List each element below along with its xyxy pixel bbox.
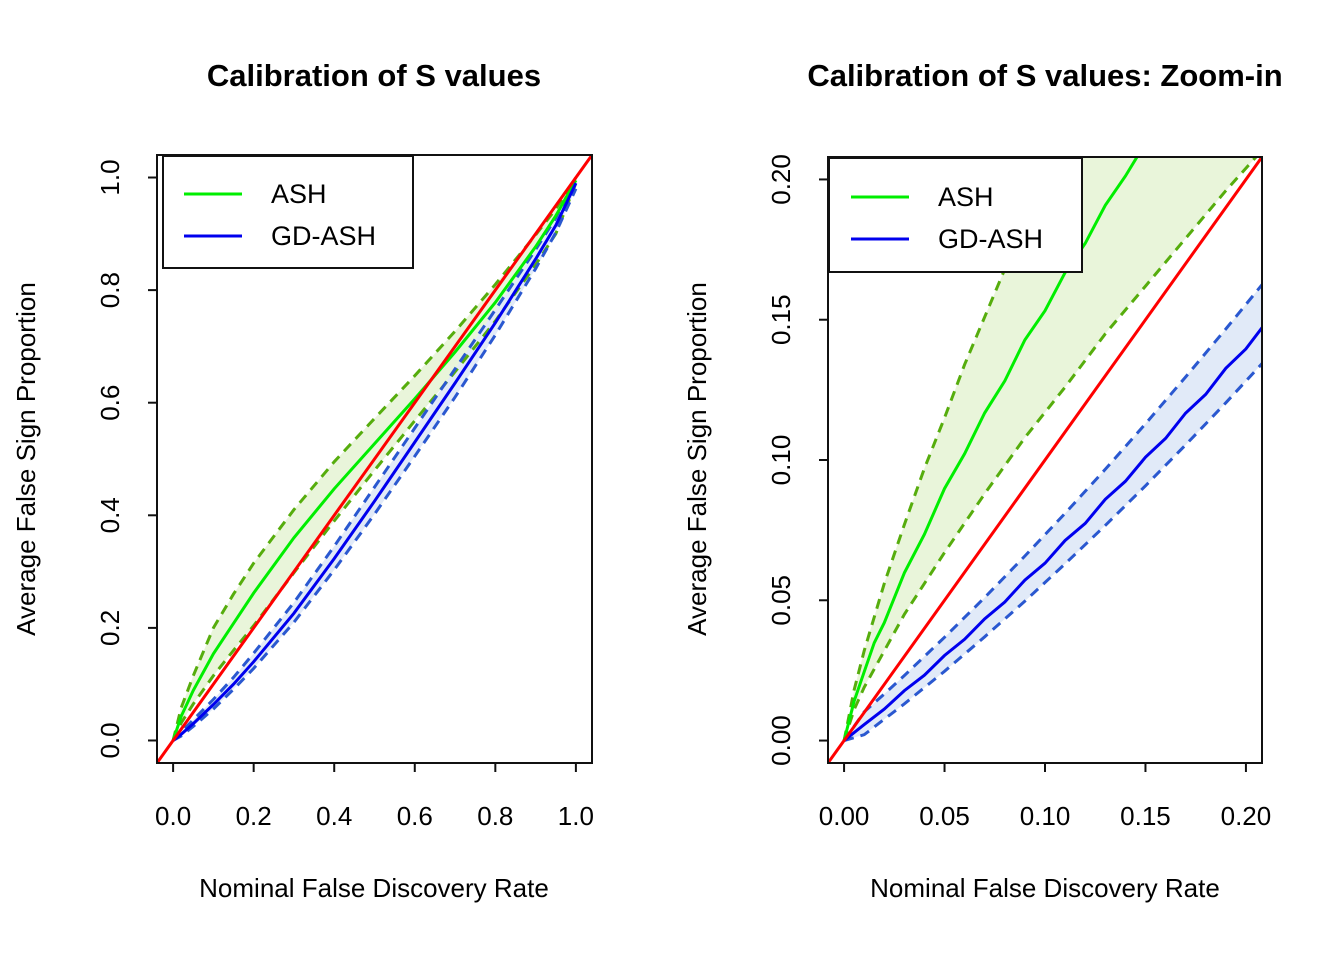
ash-lower-curve	[842, 157, 1258, 742]
plot-clip-region	[157, 155, 592, 763]
ash-mean-curve	[171, 179, 578, 741]
gd-ash-upper-curve	[172, 176, 578, 742]
gd-ash-mean-curve	[172, 182, 578, 742]
legend-label-gd-ash: GD-ASH	[271, 221, 376, 251]
panel-calibration-zoom: Calibration of S values: Zoom-in 0.00 0.0…	[682, 58, 1283, 903]
ash-confidence-band	[844, 157, 1256, 741]
legend-label-gd-ash: GD-ASH	[938, 224, 1043, 254]
right-x-axis-label: Nominal False Discovery Rate	[870, 873, 1220, 903]
x-tick-label: 0.4	[316, 801, 352, 831]
right-plot-area: 0.00 0.05 0.10 0.15 0.20 0.00 0.05 0.10 0.15 0.20	[766, 154, 1272, 831]
x-tick-label: 0.8	[477, 801, 513, 831]
y-tick-label: 0.05	[766, 575, 796, 626]
x-tick-label: 0.20	[1221, 801, 1272, 831]
y-tick-label: 1.0	[95, 159, 125, 195]
left-x-axis-label: Nominal False Discovery Rate	[199, 873, 549, 903]
right-legend: ASH GD-ASH	[828, 157, 1083, 273]
x-tick-label: 0.0	[155, 801, 191, 831]
left-legend: ASH GD-ASH	[162, 155, 414, 269]
legend-label-ash: ASH	[271, 179, 327, 209]
reference-diagonal	[157, 155, 592, 763]
x-tick-label: 0.15	[1120, 801, 1171, 831]
x-tick-label: 0.05	[919, 801, 970, 831]
ash-upper-curve	[171, 176, 578, 741]
right-plot-title: Calibration of S values: Zoom-in	[807, 58, 1282, 93]
y-tick-label: 0.20	[766, 154, 796, 205]
gd-ash-lower-curve	[843, 361, 1262, 743]
x-tick-label: 0.00	[819, 801, 870, 831]
x-tick-label: 0.6	[397, 801, 433, 831]
gd-ash-confidence-band	[844, 284, 1262, 741]
gd-ash-upper-curve	[842, 282, 1262, 742]
panel-calibration: Calibration of S values 0.0 0.2 0.4 0.6 0.8 1…	[11, 58, 594, 903]
gd-ash-mean-curve	[843, 325, 1262, 742]
y-tick-label: 0.8	[95, 272, 125, 308]
x-tick-label: 1.0	[558, 801, 594, 831]
legend-box	[162, 155, 414, 269]
y-tick-label: 0.00	[766, 715, 796, 766]
right-y-axis-label: Average False Sign Proportion	[682, 282, 712, 636]
reference-diagonal	[828, 157, 1262, 763]
ash-lower-curve	[171, 182, 578, 742]
y-tick-label: 0.15	[766, 294, 796, 345]
ash-mean-curve	[842, 157, 1139, 741]
left-plot-area: 0.0 0.2 0.4 0.6 0.8 1.0 0.0 0.2 0.4 0.6 0.8 1.0	[95, 154, 594, 831]
y-tick-label: 0.2	[95, 610, 125, 646]
y-tick-label: 0.4	[95, 497, 125, 533]
left-plot-title: Calibration of S values	[207, 58, 541, 93]
y-tick-label: 0.10	[766, 435, 796, 486]
x-tick-label: 0.10	[1020, 801, 1071, 831]
legend-label-ash: ASH	[938, 182, 994, 212]
x-tick-label: 0.2	[236, 801, 272, 831]
left-y-axis-label: Average False Sign Proportion	[11, 282, 41, 636]
y-tick-label: 0.0	[95, 722, 125, 758]
y-tick-label: 0.6	[95, 385, 125, 421]
legend-box	[828, 157, 1083, 273]
